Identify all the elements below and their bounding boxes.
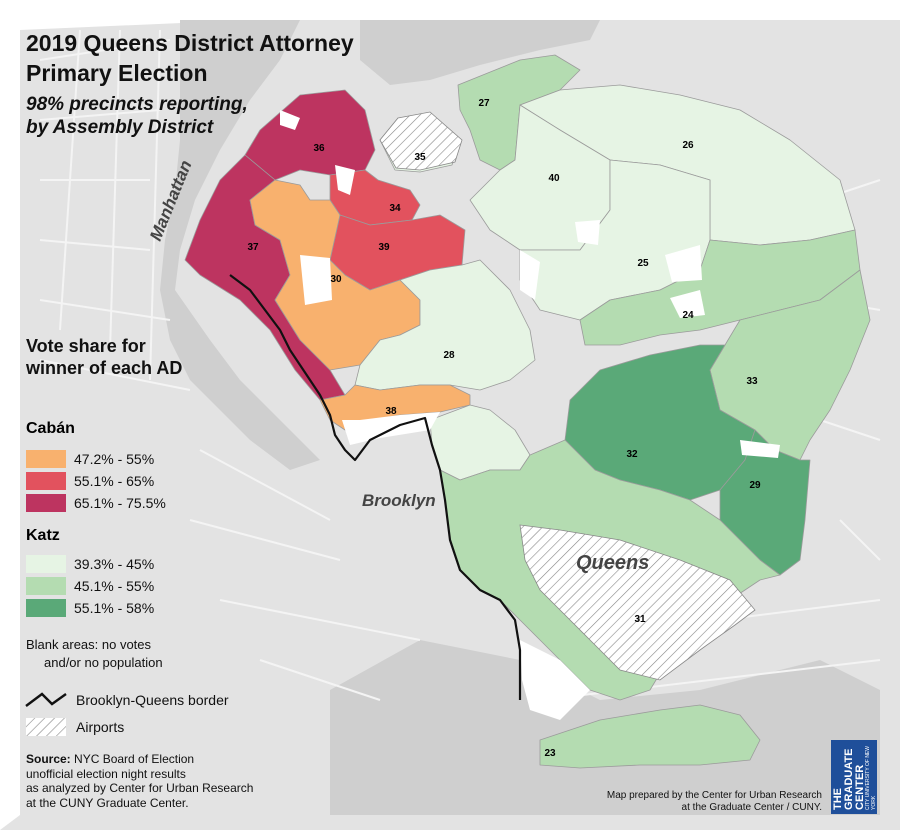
legend-label: 45.1% - 55% (74, 578, 155, 594)
east-river (160, 20, 320, 470)
legend-airport-swatch (26, 718, 66, 736)
district-extra-rockaway (539, 704, 761, 769)
source-note: Source: NYC Board of Election unofficial… (26, 752, 326, 810)
airport-jfk (519, 524, 756, 681)
legend-blank-note-line2: and/or no population (44, 655, 163, 670)
ad-label-40: 40 (548, 173, 560, 184)
ad-label-39: 39 (378, 242, 390, 253)
legend-item: 45.1% - 55% (26, 577, 154, 595)
legend-heading: Vote share for winner of each AD (26, 336, 183, 378)
ad-label-37: 37 (247, 242, 259, 253)
legend-item: 39.3% - 45% (26, 555, 154, 573)
ad-label-28: 28 (443, 350, 455, 361)
credit-note: Map prepared by the Center for Urban Res… (607, 790, 822, 814)
legend-swatch (26, 577, 66, 595)
logo-subtext: CITY UNIVERSITY OF NEW YORK (865, 746, 877, 810)
place-label-queens: Queens (576, 552, 649, 574)
blank-areas (280, 110, 780, 720)
map-title-line2: Primary Election (26, 60, 208, 86)
ad-label-36: 36 (313, 143, 325, 154)
legend-swatch (26, 494, 66, 512)
legend-swatch (26, 472, 66, 490)
legend-blank-note-line1: Blank areas: no votes (26, 637, 152, 652)
legend-label: 65.1% - 75.5% (74, 495, 166, 511)
source-label: Source: (26, 752, 71, 766)
sound-water (360, 20, 600, 85)
legend-item: 47.2% - 55% (26, 450, 154, 468)
legend-swatch (26, 450, 66, 468)
map-subtitle-line2: by Assembly District (26, 117, 214, 138)
ad-label-38: 38 (385, 406, 397, 417)
ad-label-29: 29 (749, 480, 761, 491)
legend-blank-note: Blank areas: no votes and/or no populati… (26, 636, 163, 672)
ad-label-27: 27 (478, 98, 490, 109)
legend-item: 65.1% - 75.5% (26, 494, 166, 512)
ad-label-25: 25 (637, 258, 649, 269)
source-line4: at the CUNY Graduate Center. (26, 795, 189, 810)
legend-group-katz: Katz (26, 527, 60, 544)
legend-label: 55.1% - 58% (74, 600, 155, 616)
credit-line2: at the Graduate Center / CUNY. (681, 802, 822, 813)
ad-label-34: 34 (389, 203, 401, 214)
legend-border-label: Brooklyn-Queens border (76, 692, 229, 708)
legend-label: 39.3% - 45% (74, 556, 155, 572)
legend-item: 55.1% - 58% (26, 599, 154, 617)
legend-item: 55.1% - 65% (26, 472, 154, 490)
ad-label-24: 24 (682, 310, 694, 321)
place-label-brooklyn: Brooklyn (362, 491, 436, 510)
district-labels: 27 35 26 40 25 24 33 32 29 36 34 39 37 3… (247, 98, 761, 759)
legend-airports-label: Airports (76, 719, 125, 735)
graduate-center-logo: THE GRADUATE CENTER CITY UNIVERSITY OF N… (831, 740, 877, 814)
legend-swatch (26, 555, 66, 573)
ad-label-30: 30 (330, 274, 342, 285)
ad-label-31: 31 (634, 614, 646, 625)
source-line2: unofficial election night results (26, 766, 186, 781)
legend-swatch (26, 599, 66, 617)
airport-laguardia (379, 111, 463, 171)
ad-label-26: 26 (682, 140, 694, 151)
source-line1: Source: NYC Board of Election (26, 752, 326, 767)
legend-label: 55.1% - 65% (74, 473, 155, 489)
legend-group-caban: Cabán (26, 420, 75, 437)
legend-border-symbol (25, 692, 67, 707)
map-title: 2019 Queens District Attorney (26, 30, 354, 56)
street-grid (39, 29, 881, 701)
source-line3: as analyzed by Center for Urban Research (26, 781, 254, 795)
ad-label-23: 23 (544, 748, 556, 759)
logo-text: THE GRADUATE CENTER (832, 748, 866, 810)
ad-label-33: 33 (746, 376, 758, 387)
ad-label-35: 35 (414, 152, 426, 163)
ad-label-32: 32 (626, 449, 638, 460)
legend-label: 47.2% - 55% (74, 451, 155, 467)
source-text: NYC Board of Election (74, 752, 195, 766)
brooklyn-queens-border (229, 274, 522, 700)
credit-line1: Map prepared by the Center for Urban Res… (606, 790, 822, 801)
map-subtitle: 98% precincts reporting, (26, 94, 248, 115)
